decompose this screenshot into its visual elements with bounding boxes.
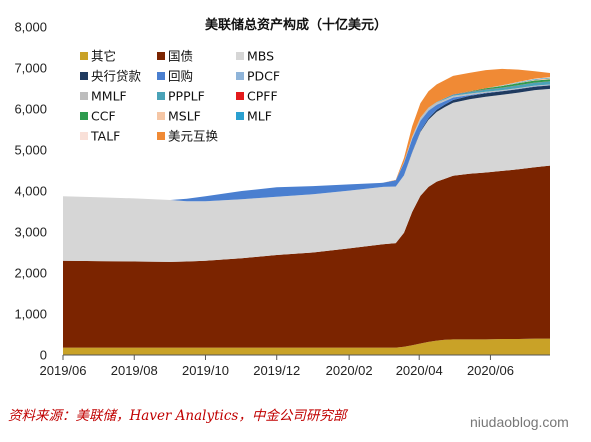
area-series-1	[63, 165, 550, 348]
legend-swatch	[80, 132, 88, 140]
legend-label: PPPLF	[168, 89, 205, 104]
x-tick-label: 2020/04	[396, 363, 443, 378]
legend-label: 其它	[91, 49, 116, 64]
stacked-areas	[63, 68, 550, 355]
chart-title: 美联储总资产构成（十亿美元）	[205, 17, 387, 33]
watermark: niudaoblog.com	[464, 413, 575, 431]
legend-swatch	[80, 52, 88, 60]
area-series-13	[63, 68, 550, 201]
legend-label: CPFF	[247, 89, 278, 104]
x-tick-label: 2019/12	[253, 363, 300, 378]
x-tick-label: 2020/02	[326, 363, 373, 378]
legend-swatch	[80, 112, 88, 120]
legend-label: CCF	[91, 109, 116, 124]
y-tick-label: 7,000	[14, 61, 47, 76]
legend-swatch	[236, 112, 244, 120]
y-tick-label: 6,000	[14, 102, 47, 117]
area-series-2	[63, 88, 550, 262]
y-tick-label: 4,000	[14, 184, 47, 199]
legend-label: MSLF	[168, 109, 201, 124]
legend-label: 央行贷款	[91, 69, 142, 84]
y-tick-label: 3,000	[14, 225, 47, 240]
legend-label: MBS	[247, 49, 274, 64]
area-series-4	[63, 85, 550, 202]
legend-swatch	[157, 92, 165, 100]
legend-swatch	[157, 52, 165, 60]
legend-label: 回购	[168, 69, 193, 84]
axes: 0 1,000 2,000 3,000 4,000 5,000 6,000 7,000 8,00…	[14, 20, 550, 378]
x-tick-label: 2020/06	[467, 363, 514, 378]
y-tick-label: 8,000	[14, 20, 47, 35]
area-series-0	[63, 338, 550, 355]
legend: 其它 国债 MBS 央行贷款 回购 PDCF MMLF PPPLF CPFF CCF MSLF MLF…	[80, 49, 280, 144]
legend-swatch	[80, 92, 88, 100]
x-tick-label: 2019/08	[111, 363, 158, 378]
legend-swatch	[80, 72, 88, 80]
legend-swatch	[236, 52, 244, 60]
x-tick-label: 2019/06	[40, 363, 87, 378]
legend-swatch	[236, 72, 244, 80]
y-tick-label: 1,000	[14, 307, 47, 322]
source-note: 资料来源：美联储，Haver Analytics，中金公司研究部	[8, 408, 347, 424]
legend-swatch	[157, 132, 165, 140]
y-tick-label: 0	[40, 348, 47, 363]
y-tick-label: 5,000	[14, 143, 47, 158]
legend-label: 美元互换	[168, 129, 219, 144]
legend-label: MLF	[247, 109, 272, 124]
legend-label: 国债	[168, 49, 193, 64]
x-tick-label: 2019/10	[182, 363, 229, 378]
y-tick-label: 2,000	[14, 266, 47, 281]
legend-swatch	[157, 112, 165, 120]
legend-label: MMLF	[91, 89, 127, 104]
legend-swatch	[236, 92, 244, 100]
legend-label: TALF	[90, 129, 120, 144]
legend-label: PDCF	[247, 69, 280, 84]
legend-swatch	[157, 72, 165, 80]
